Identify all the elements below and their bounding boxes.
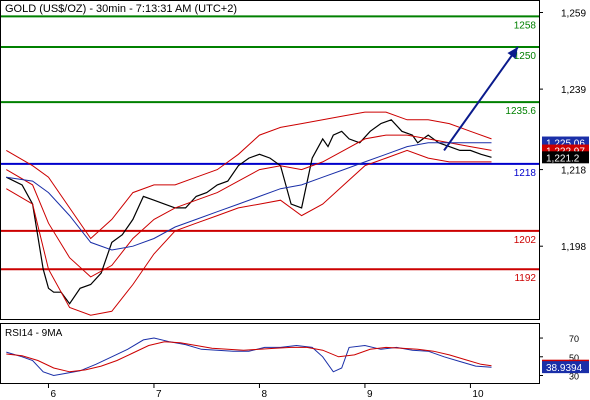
- rsi-tick-label-0: 70: [569, 334, 579, 344]
- price-series-1: [6, 134, 492, 278]
- price-panel-frame: [0, 0, 540, 320]
- price-tick-label-0: 1,259: [561, 8, 586, 19]
- price-tick-label-3: 1,198: [561, 242, 586, 253]
- level-label-2: 1235.6: [505, 106, 536, 117]
- rsi-series-group: [6, 337, 492, 377]
- level-label-4: 1202: [514, 235, 537, 246]
- price-series-0: [6, 119, 492, 305]
- level-label-1: 1250: [514, 51, 537, 62]
- arrow-head: [507, 46, 518, 59]
- date-tick-label-4: 10: [472, 389, 484, 400]
- price-tag-box-2: [542, 151, 589, 164]
- rsi-chart-title: RSI14 - 9MA: [5, 328, 63, 339]
- date-axis: 6 7 8 9 10: [47, 383, 484, 400]
- rsi-panel-frame: [0, 323, 540, 384]
- level-label-5: 1192: [514, 273, 536, 284]
- rsi-tag-label-1: 38.9394: [546, 363, 583, 374]
- date-tick-label-0: 6: [50, 389, 56, 400]
- price-series-3: [6, 149, 492, 316]
- rsi-tag-box-1: [542, 361, 589, 374]
- forecast-arrow: [443, 46, 519, 152]
- date-tick-label-3: 9: [367, 389, 373, 400]
- price-tag-label-0: 1,225.06: [546, 139, 585, 150]
- price-tag-label-2: 1,221.2: [546, 153, 580, 164]
- date-tick-label-2: 8: [261, 389, 267, 400]
- level-label-0: 1258: [514, 20, 537, 31]
- rsi-tick-label-2: 30: [569, 372, 579, 382]
- rsi-series-1: [6, 341, 492, 373]
- date-tick-label-1: 7: [156, 389, 162, 400]
- price-chart-title: GOLD (US$/OZ) - 30min - 7:13:31 AM (UTC+…: [5, 3, 237, 15]
- level-label-3: 1218: [514, 168, 537, 179]
- price-axis: 1,259 1,239 1,218 1,198: [539, 8, 586, 253]
- rsi-tick-label-1: 50: [569, 353, 579, 363]
- price-tick-label-1: 1,239: [561, 85, 586, 96]
- rsi-axis: 70 50 30: [539, 334, 579, 382]
- arrow-shaft: [443, 46, 519, 152]
- price-series-2: [6, 111, 492, 240]
- price-series-4: [6, 142, 492, 251]
- price-tags: 1,225.061,222.971,221.2: [542, 136, 589, 164]
- price-series-group: [6, 111, 492, 316]
- support-resistance-levels: 1258 1250 1235.6 1218 1202 1192: [1, 15, 539, 284]
- rsi-value-tags: 40.4838.9394: [542, 359, 589, 374]
- price-tick-label-2: 1,218: [561, 166, 586, 177]
